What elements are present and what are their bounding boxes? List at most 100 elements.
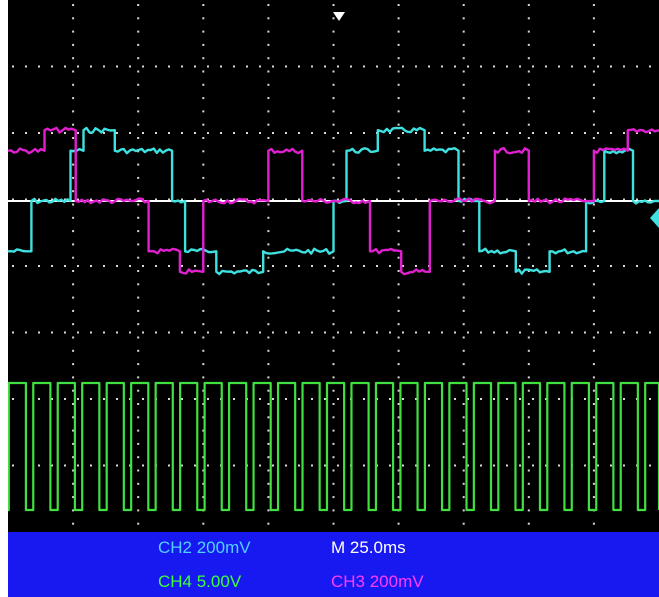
grid-dot: [202, 176, 205, 179]
grid-dot: [462, 482, 465, 485]
grid-dot: [584, 331, 586, 334]
grid-dot: [64, 265, 66, 267]
grid-dot: [506, 464, 508, 467]
grid-dot: [480, 132, 482, 134]
grid-dot: [397, 349, 400, 352]
grid-dot: [246, 132, 248, 134]
grid-dot: [519, 265, 521, 267]
grid-dot: [493, 65, 495, 68]
grid-dot: [332, 270, 335, 272]
grid-dot: [324, 464, 326, 467]
grid-dot: [649, 331, 651, 334]
grid-dot: [592, 123, 595, 126]
grid-dot: [610, 398, 612, 400]
grid-dot: [72, 509, 75, 512]
grid-dot: [233, 265, 235, 267]
grid-dot: [207, 132, 209, 134]
grid-dot: [592, 57, 595, 60]
grid-dot: [267, 482, 270, 485]
grid-dot: [462, 123, 465, 126]
grid-dot: [480, 265, 482, 267]
grid-dot: [202, 323, 205, 326]
grid-dot: [267, 376, 270, 379]
grid-dot: [350, 265, 352, 267]
ch4-scale-readout: CH4 5.00V: [158, 572, 242, 591]
grid-dot: [194, 464, 196, 467]
grid-dot: [506, 132, 508, 134]
grid-dot: [332, 110, 335, 113]
grid-dot: [571, 265, 573, 267]
grid-dot: [592, 270, 595, 272]
grid-dot: [397, 522, 400, 525]
grid-dot: [462, 389, 465, 392]
grid-dot: [592, 456, 595, 459]
grid-dot: [77, 65, 79, 68]
grid-dot: [363, 398, 365, 400]
grid-dot: [272, 331, 274, 334]
grid-dot: [363, 132, 365, 134]
grid-dot: [202, 336, 205, 339]
grid-dot: [397, 336, 400, 339]
grid-dot: [77, 331, 79, 334]
grid-dot: [402, 265, 404, 267]
oscilloscope-display: CH2 200mV M 25.0ms CH4 5.00V CH3 200mV: [8, 0, 659, 597]
grid-dot: [592, 482, 595, 485]
grid-dot: [441, 65, 443, 68]
ch2-level-marker: [650, 208, 659, 228]
grid-dot: [527, 416, 530, 419]
grid-dot: [137, 363, 140, 366]
grid-dot: [462, 283, 465, 286]
grid-dot: [610, 464, 612, 467]
grid-dot: [72, 123, 75, 126]
grid-dot: [527, 4, 530, 6]
ch3-scale-readout: CH3 200mV: [331, 572, 424, 591]
grid-dot: [623, 265, 625, 267]
status-bar: CH2 200mV M 25.0ms CH4 5.00V CH3 200mV: [8, 532, 659, 597]
grid-dot: [129, 398, 131, 400]
grid-dot: [454, 265, 456, 267]
grid-dot: [298, 398, 300, 400]
grid-dot: [77, 464, 79, 467]
grid-dot: [623, 198, 625, 201]
grid-dot: [298, 331, 300, 334]
grid-dot: [311, 398, 313, 400]
grid-dot: [397, 456, 400, 459]
grid-dot: [168, 132, 170, 134]
grid-dot: [493, 464, 495, 467]
grid-dot: [220, 65, 222, 68]
grid-dot: [332, 522, 335, 525]
grid-dot: [397, 429, 400, 432]
grid-dot: [64, 464, 66, 467]
grid-dot: [202, 376, 205, 379]
graticule-grid: [12, 4, 651, 525]
grid-dot: [493, 265, 495, 267]
grid-dot: [311, 265, 313, 267]
grid-dot: [376, 265, 378, 267]
grid-dot: [116, 464, 118, 467]
grid-dot: [350, 331, 352, 334]
grid-dot: [376, 198, 378, 201]
grid-dot: [592, 203, 595, 206]
grid-dot: [72, 216, 75, 219]
grid-dot: [415, 331, 417, 334]
grid-dot: [137, 137, 140, 139]
grid-dot: [202, 17, 205, 20]
grid-dot: [584, 132, 586, 134]
grid-dot: [25, 265, 27, 267]
grid-dot: [155, 132, 157, 134]
grid-dot: [532, 65, 534, 68]
grid-dot: [376, 65, 378, 68]
grid-dot: [337, 331, 339, 334]
grid-dot: [72, 496, 75, 499]
grid-dot: [636, 198, 638, 201]
grid-dot: [267, 17, 270, 20]
grid-dot: [202, 442, 205, 445]
grid-dot: [397, 283, 400, 286]
grid-dot: [480, 464, 482, 467]
grid-dot: [137, 70, 140, 73]
grid-dot: [202, 403, 205, 405]
grid-dot: [324, 398, 326, 400]
grid-dot: [311, 132, 313, 134]
grid-dot: [194, 398, 196, 400]
grid-dot: [467, 464, 469, 467]
